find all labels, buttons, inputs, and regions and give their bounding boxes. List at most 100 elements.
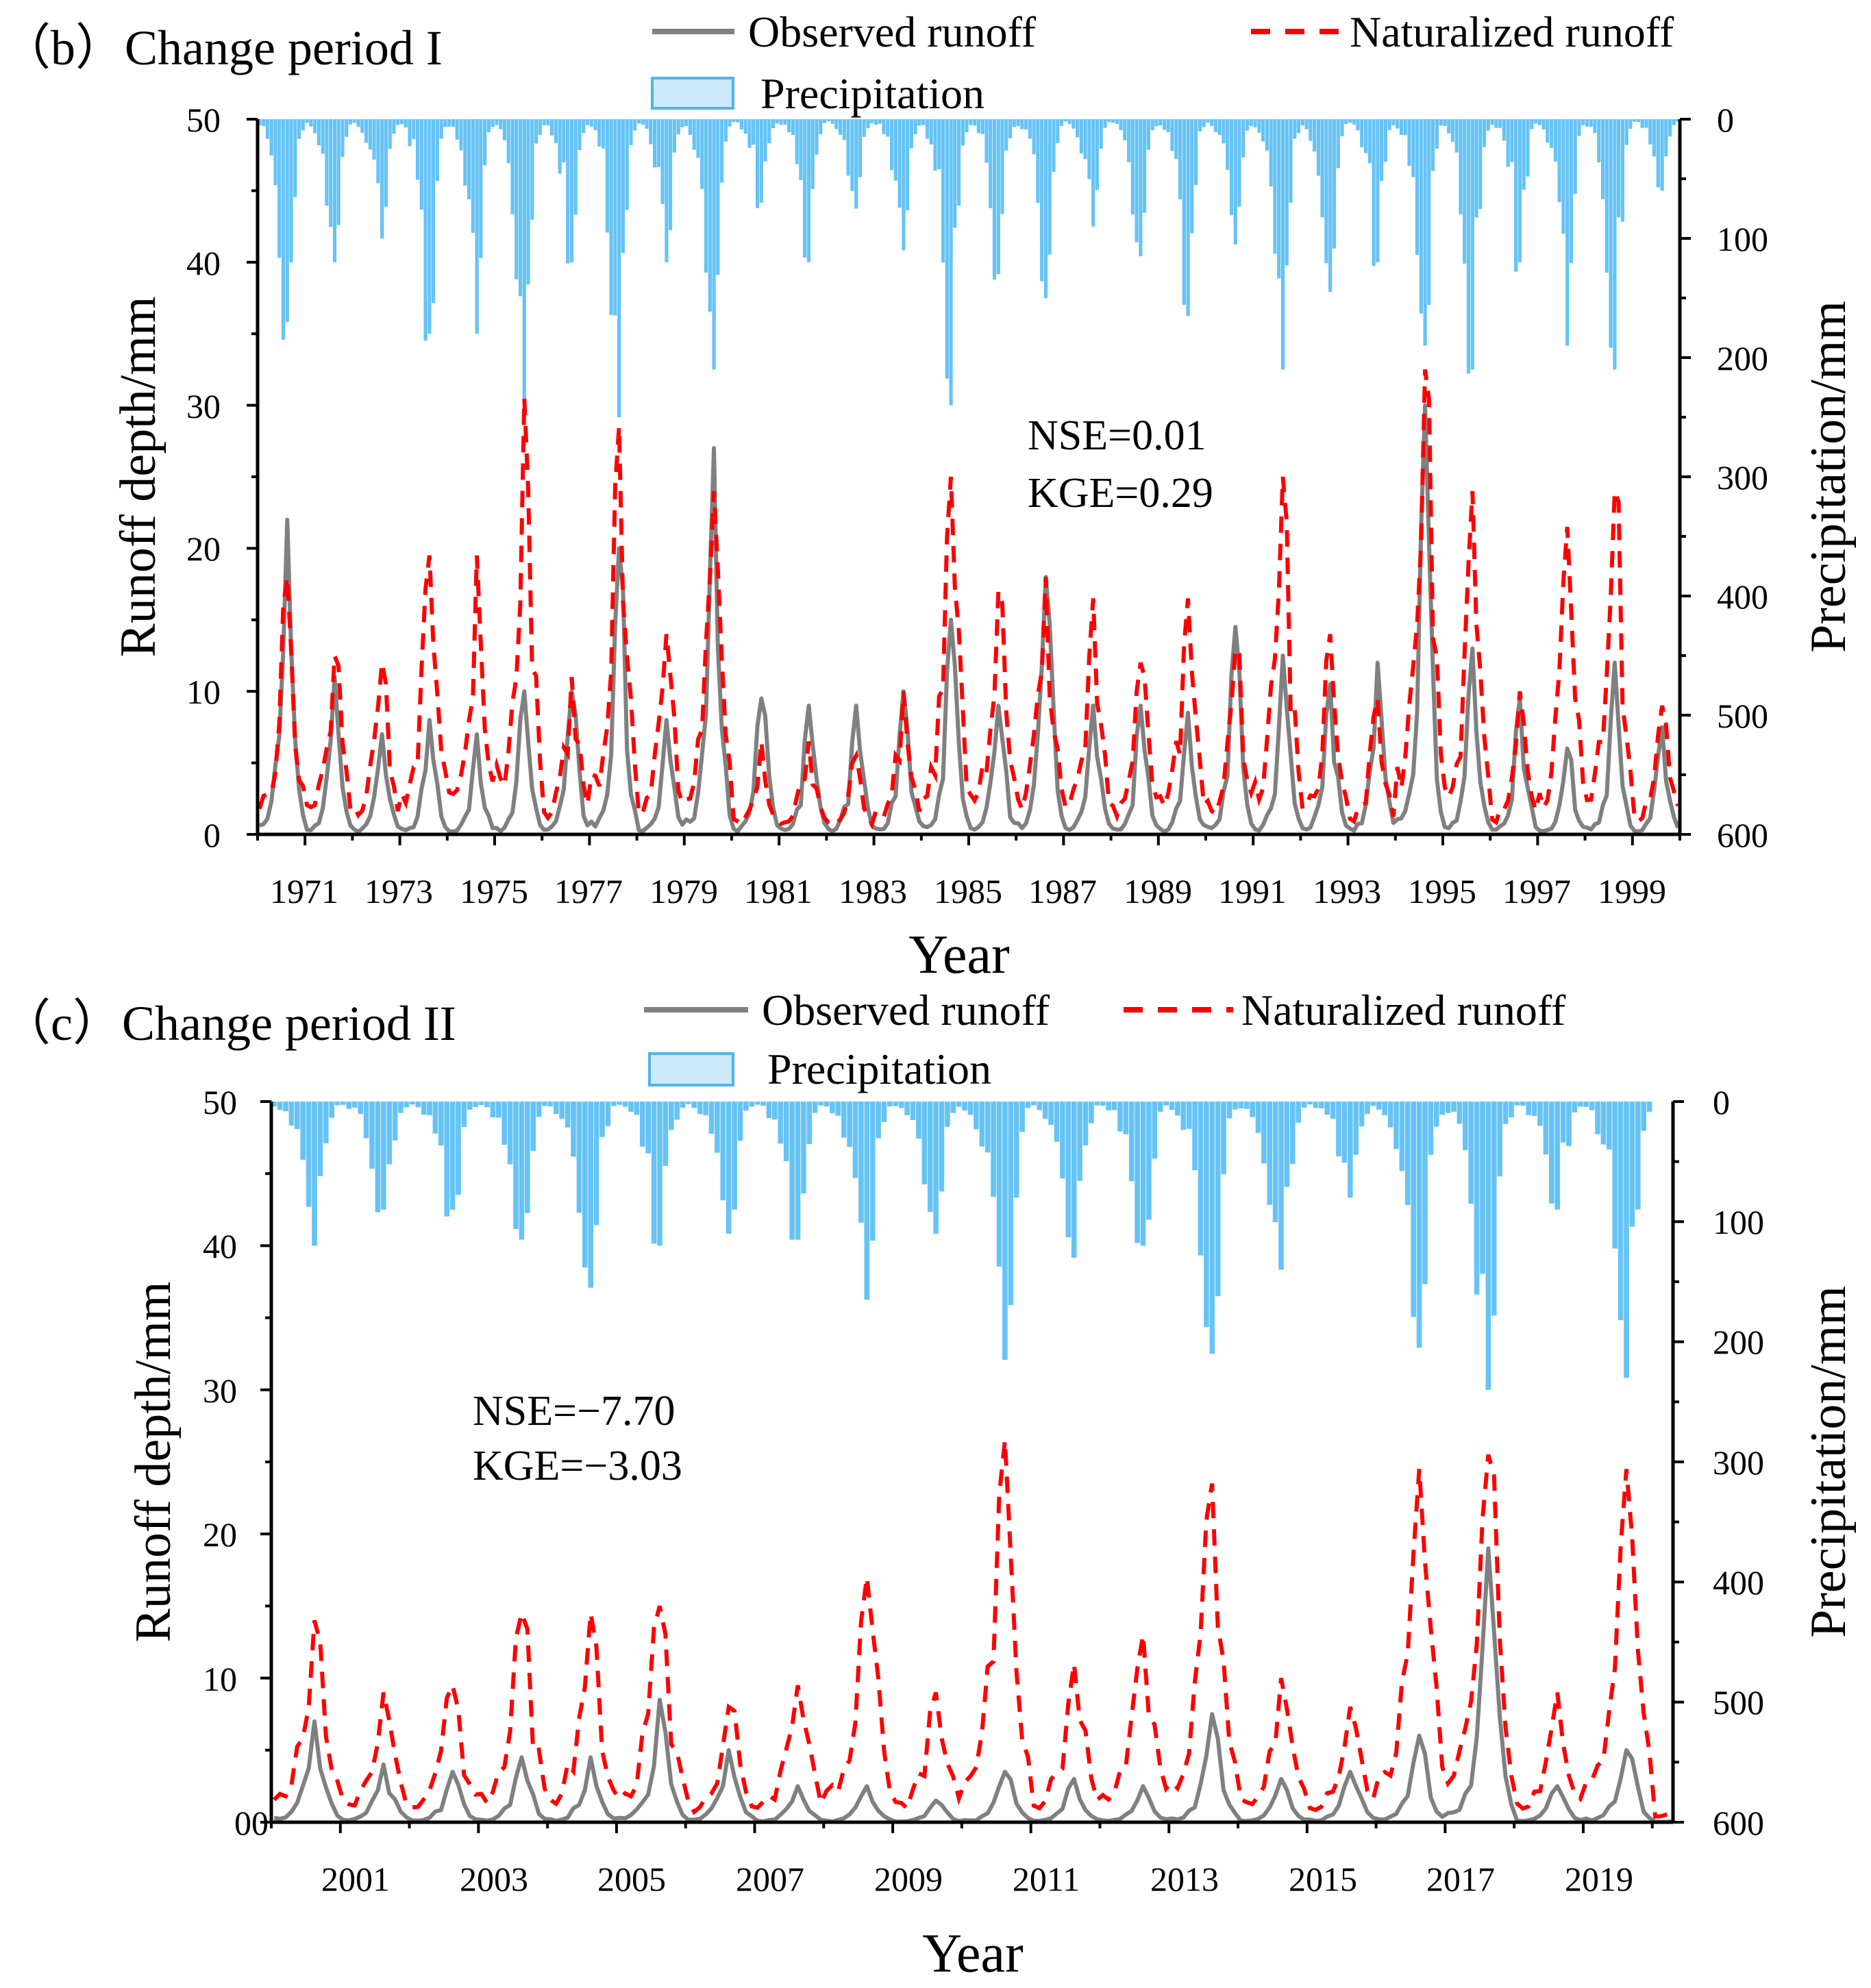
precipitation-bar [1280, 119, 1285, 370]
x-tick-label: 2015 [1289, 1860, 1357, 1898]
panel-c-y-axis-label-right: Precipitation/mm [1800, 1286, 1857, 1638]
precipitation-bar [1215, 1102, 1221, 1297]
right-tick-label: 400 [1713, 1563, 1764, 1602]
precipitation-bar [325, 119, 329, 206]
precipitation-bar [1222, 119, 1226, 144]
precipitation-bar [739, 119, 743, 129]
precipitation-bar [645, 1102, 651, 1154]
precipitation-bar [866, 119, 870, 129]
precipitation-bar [846, 119, 850, 176]
precipitation-bar [1157, 1102, 1163, 1112]
precipitation-bar [605, 119, 609, 233]
x-tick-label: 1989 [1124, 872, 1192, 910]
precipitation-bar [1624, 1102, 1629, 1378]
precipitation-bar [801, 1102, 806, 1194]
precipitation-bar [672, 119, 676, 153]
precipitation-bar [893, 119, 897, 181]
precipitation-bar [1324, 1102, 1330, 1115]
precipitation-bar [435, 119, 439, 182]
precipitation-bar [904, 1102, 910, 1115]
precipitation-bar [399, 119, 404, 125]
precipitation-bar [1249, 119, 1253, 126]
precipitation-bar [1415, 119, 1420, 255]
precipitation-bar [1087, 119, 1091, 179]
precipitation-bar [1071, 1102, 1077, 1258]
precipitation-bar [1636, 119, 1641, 123]
precipitation-bar [1024, 119, 1028, 130]
precipitation-bar [1589, 119, 1593, 127]
panel-b-observed-runoff-line [258, 403, 1680, 834]
precipitation-bar [1530, 119, 1534, 129]
precipitation-bar [1396, 119, 1400, 129]
precipitation-bar [542, 1102, 547, 1106]
precipitation-bar [1194, 119, 1198, 186]
precipitation-bar [625, 119, 629, 210]
precipitation-bar [358, 1102, 363, 1115]
precipitation-bar [1578, 1102, 1583, 1107]
precipitation-bar [1628, 119, 1633, 129]
precipitation-bar [1387, 1102, 1393, 1128]
precipitation-bar [467, 119, 471, 199]
precipitation-bar [858, 119, 862, 177]
precipitation-bar [609, 119, 613, 315]
precipitation-bar [812, 1102, 818, 1113]
panel-b-left-tick-labels: 0 10 20 30 40 50 [186, 101, 221, 854]
precipitation-bar [945, 1102, 950, 1127]
precipitation-bar [1600, 1102, 1607, 1145]
precipitation-bar [660, 119, 665, 204]
precipitation-bar [669, 119, 673, 230]
precipitation-bar [483, 119, 487, 166]
right-tick-label: 400 [1717, 577, 1768, 616]
right-tick-label: 500 [1717, 697, 1768, 735]
precipitation-bar [980, 119, 984, 134]
precipitation-bar [684, 119, 689, 127]
precipitation-bar [447, 119, 451, 127]
precipitation-bar [1128, 1102, 1135, 1182]
precipitation-bar [674, 1102, 680, 1120]
precipitation-bar [887, 1102, 893, 1107]
precipitation-bar [423, 119, 428, 341]
panel-c-precipitation-bars [271, 1102, 1652, 1390]
panel-c-ticks [260, 1100, 1684, 1833]
precipitation-bar [1025, 1102, 1031, 1108]
precipitation-bar [992, 119, 997, 280]
precipitation-bar [760, 1102, 766, 1106]
precipitation-bar [1624, 119, 1628, 145]
precipitation-bar [1250, 1102, 1255, 1117]
panel-b-y-axis-label-left: Runoff depth/mm [110, 297, 166, 658]
precipitation-bar [1589, 1102, 1595, 1110]
precipitation-bar [1119, 119, 1123, 130]
precipitation-bar [1241, 119, 1246, 158]
x-tick-label: 1971 [270, 872, 338, 910]
precipitation-bar [578, 119, 582, 150]
precipitation-bar [271, 1102, 277, 1107]
precipitation-bar [439, 119, 443, 139]
precipitation-bar [645, 119, 649, 129]
left-tick-label: 00 [234, 1804, 269, 1842]
precipitation-bar [1269, 119, 1273, 187]
x-tick-label: 1999 [1598, 872, 1666, 910]
precipitation-bar [1031, 1102, 1037, 1106]
precipitation-bar [1253, 119, 1257, 127]
precipitation-bar [352, 119, 356, 123]
precipitation-bar [1186, 1102, 1192, 1129]
precipitation-bar [554, 1102, 559, 1115]
x-tick-label: 1975 [460, 872, 528, 910]
precipitation-bar [852, 1102, 858, 1178]
precipitation-bar [1008, 119, 1013, 138]
precipitation-bar [1620, 119, 1624, 222]
precipitation-bar [1607, 1102, 1612, 1150]
precipitation-bar [622, 1102, 628, 1107]
precipitation-bar [352, 1102, 358, 1108]
precipitation-bar [525, 1102, 530, 1213]
precipitation-bar [496, 1102, 501, 1118]
precipitation-bar [1232, 1102, 1238, 1110]
panel-b-nse: NSE=0.01 [1028, 412, 1206, 459]
precipitation-bar [640, 1102, 645, 1147]
precipitation-bar [1411, 1102, 1416, 1317]
precipitation-bar [1403, 119, 1407, 136]
precipitation-bar [628, 1102, 634, 1112]
precipitation-bar [902, 119, 906, 251]
precipitation-bar [1633, 119, 1637, 122]
precipitation-bar [1546, 119, 1550, 143]
